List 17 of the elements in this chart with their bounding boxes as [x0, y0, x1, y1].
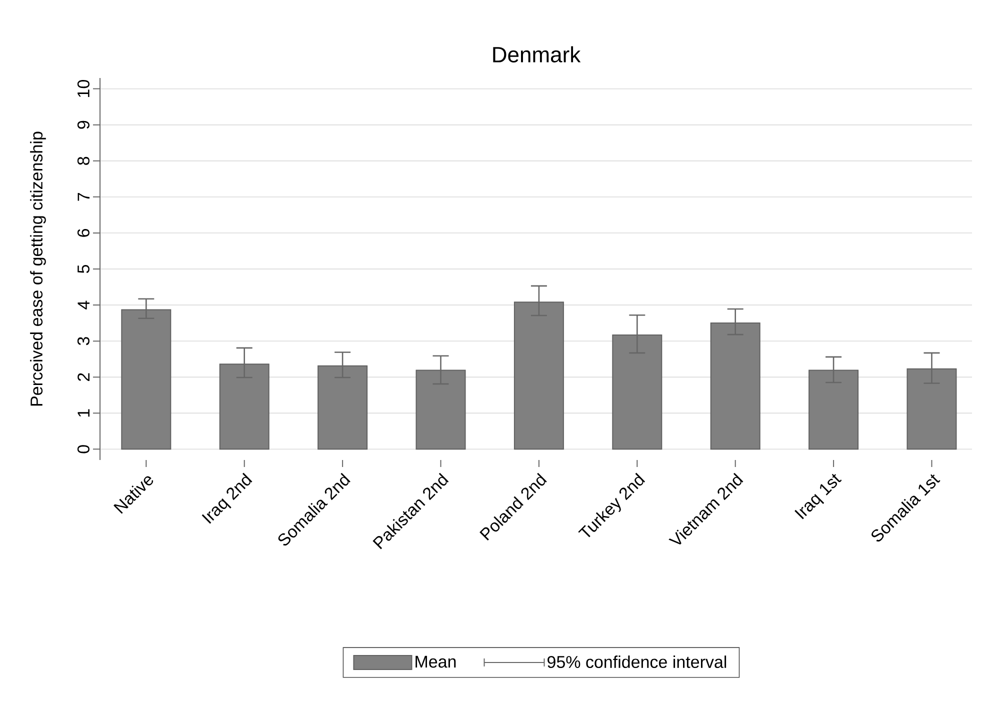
y-tick-label: 8 [77, 156, 90, 165]
y-tick-label: 6 [77, 228, 90, 237]
y-tick-label: 5 [78, 264, 90, 274]
y-tick-label: 9 [77, 120, 90, 129]
chart-title: Denmark [493, 46, 581, 62]
x-tick-label: Iraq 2nd [202, 472, 252, 524]
y-tick-label: 7 [78, 193, 90, 201]
y-tick-label: 0 [77, 445, 90, 454]
legend-label: Mean [416, 656, 456, 668]
text: 95% confidence interval [548, 656, 726, 668]
y-tick-label: 1 [78, 409, 90, 417]
y-tick-label: 3 [77, 337, 90, 346]
y-tick-label: 4 [78, 300, 90, 310]
y-axis-title: Perceived ease of getting citizenship [30, 132, 46, 406]
y-tick-label: 10 [77, 80, 90, 97]
y-tick-label: 2 [78, 373, 90, 381]
x-tick-label: Iraq 1st [794, 474, 842, 520]
